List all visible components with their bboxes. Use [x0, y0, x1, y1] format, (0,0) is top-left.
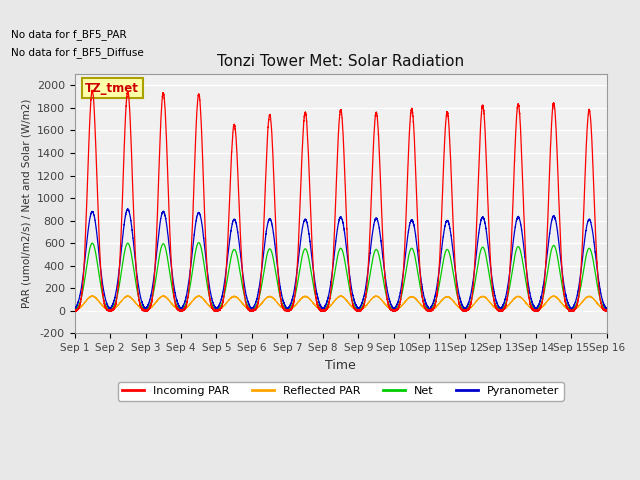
X-axis label: Time: Time [325, 359, 356, 372]
Title: Tonzi Tower Met: Solar Radiation: Tonzi Tower Met: Solar Radiation [217, 54, 464, 69]
Y-axis label: PAR (umol/m2/s) / Net and Solar (W/m2): PAR (umol/m2/s) / Net and Solar (W/m2) [21, 99, 31, 308]
Text: No data for f_BF5_PAR: No data for f_BF5_PAR [11, 29, 126, 40]
Legend: Incoming PAR, Reflected PAR, Net, Pyranometer: Incoming PAR, Reflected PAR, Net, Pyrano… [118, 382, 564, 401]
Text: TZ_tmet: TZ_tmet [85, 82, 139, 95]
Text: No data for f_BF5_Diffuse: No data for f_BF5_Diffuse [11, 48, 143, 59]
